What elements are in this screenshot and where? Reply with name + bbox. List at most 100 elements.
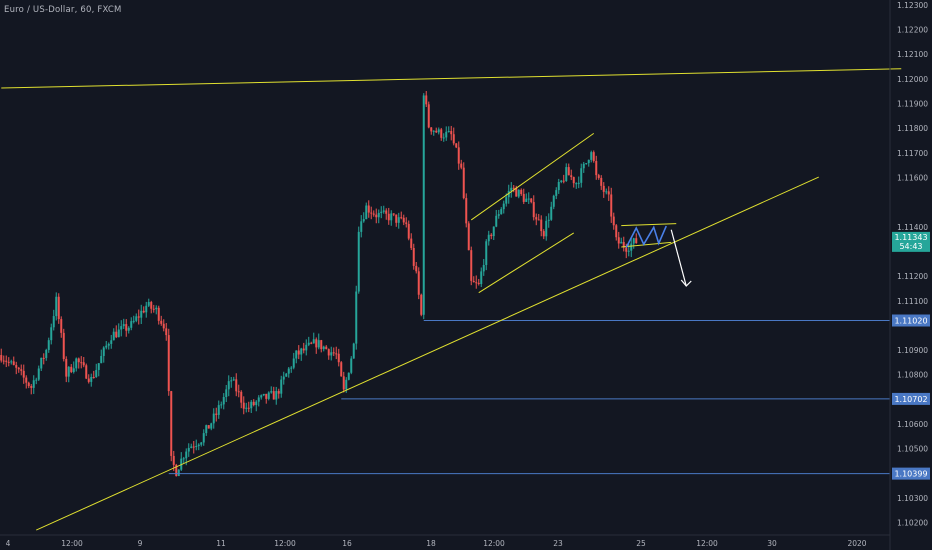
- candle: [562, 174, 565, 184]
- price-tick-label: 1.10800: [897, 371, 928, 380]
- candle: [87, 374, 90, 384]
- candle: [142, 306, 145, 314]
- candle: [197, 443, 200, 451]
- candle: [622, 236, 625, 252]
- candle-body: [490, 234, 493, 237]
- candle: [37, 365, 40, 381]
- candle-body: [115, 331, 118, 338]
- candle-body: [82, 362, 85, 366]
- candle: [430, 127, 433, 135]
- price-tick-label: 1.10500: [897, 445, 928, 454]
- candle: [400, 211, 403, 220]
- candle-body: [352, 343, 355, 359]
- candle-body: [92, 377, 95, 379]
- candle: [570, 169, 573, 181]
- candle-body: [375, 214, 378, 218]
- candle-body: [2, 360, 5, 362]
- candle: [580, 163, 583, 188]
- candle-body: [445, 131, 448, 138]
- candle-body: [160, 320, 163, 324]
- candle-body: [35, 379, 38, 381]
- candle-body: [297, 350, 300, 355]
- candle-body: [32, 380, 35, 388]
- price-tick-label: 1.12200: [897, 26, 928, 35]
- candle-body: [175, 464, 178, 477]
- candle: [187, 443, 190, 457]
- candle: [510, 182, 513, 198]
- candle: [460, 159, 463, 170]
- candle: [275, 386, 278, 405]
- candle-body: [272, 391, 275, 400]
- price-tick-label: 1.11800: [897, 124, 928, 133]
- candle-body: [202, 433, 205, 443]
- candle: [10, 359, 13, 365]
- trendline-channel-upper: [470, 132, 595, 221]
- candle-body: [235, 379, 238, 392]
- candle-body: [135, 316, 138, 321]
- candle-body: [90, 377, 93, 382]
- candle: [195, 439, 198, 451]
- candle-body: [417, 271, 420, 295]
- candle-body: [95, 369, 98, 378]
- candle: [552, 194, 555, 210]
- candle-body: [542, 231, 545, 237]
- candle: [57, 293, 60, 324]
- candle: [97, 363, 100, 377]
- candle-body: [420, 294, 423, 315]
- candle-body: [372, 213, 375, 215]
- candle: [192, 440, 195, 454]
- time-tick-label: 4: [6, 539, 11, 548]
- candle: [435, 127, 438, 134]
- symbol-title: Euro / US-Dollar, 60, FXCM: [4, 5, 122, 15]
- candle-body: [405, 222, 408, 224]
- candle-body: [622, 241, 625, 248]
- candle-body: [280, 379, 283, 394]
- candle: [115, 325, 118, 339]
- candle: [215, 407, 218, 422]
- candle-body: [595, 161, 598, 176]
- candle-body: [212, 413, 215, 424]
- candle: [450, 125, 453, 141]
- candle: [42, 353, 45, 365]
- candle: [495, 210, 498, 228]
- time-tick-label: 2020: [847, 539, 866, 548]
- candle-body: [425, 95, 428, 105]
- candle-body: [410, 238, 413, 248]
- candle-body: [65, 359, 68, 377]
- candle-body: [332, 352, 335, 354]
- candle-body: [515, 187, 518, 197]
- candle: [525, 193, 528, 203]
- candle: [402, 214, 405, 226]
- candle-body: [240, 391, 243, 403]
- candle: [212, 408, 215, 429]
- candle-body: [130, 321, 133, 328]
- candle: [360, 215, 363, 238]
- candle-body: [72, 368, 75, 373]
- candle: [52, 309, 55, 331]
- candle-body: [530, 198, 533, 203]
- candle-body: [457, 147, 460, 164]
- candle-body: [157, 307, 160, 321]
- candle-body: [312, 339, 315, 344]
- candle-body: [37, 368, 40, 380]
- candle: [270, 386, 273, 394]
- candle: [285, 372, 288, 377]
- candle-body: [50, 327, 53, 341]
- price-tick-label: 1.11200: [897, 272, 928, 281]
- candle-body: [552, 195, 555, 207]
- candle: [445, 126, 448, 141]
- candle: [350, 356, 353, 375]
- candle-body: [570, 175, 573, 178]
- candle-body: [357, 231, 360, 292]
- candle: [480, 267, 483, 288]
- candle-body: [225, 389, 228, 397]
- time-tick-label: 12:00: [274, 539, 296, 548]
- candle: [630, 237, 633, 258]
- candle-body: [540, 219, 543, 232]
- candle: [112, 328, 115, 341]
- candle-body: [572, 177, 575, 184]
- candle-body: [382, 210, 385, 212]
- candle-body: [320, 340, 323, 350]
